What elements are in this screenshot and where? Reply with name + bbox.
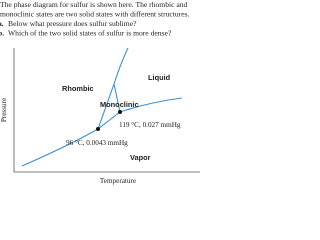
region-label: Monoclinic xyxy=(100,100,139,109)
triple-point xyxy=(96,127,100,131)
sublimation-curve xyxy=(21,128,99,167)
page: {"question": { "intro": ["The phase diag… xyxy=(0,0,200,189)
point-label: 96 °C, 0.0043 mmHg xyxy=(66,139,128,147)
point-label: 119 °C, 0.027 mmHg xyxy=(119,121,181,129)
item-label: b. xyxy=(0,29,4,38)
intro-line: The phase diagram for sulfur is shown he… xyxy=(0,0,188,9)
item-label: a. xyxy=(0,19,4,28)
monoclinic-vapor-curve xyxy=(97,111,121,130)
phase-diagram: Rhombic Liquid Monoclinic Vapor 119 °C, … xyxy=(0,47,200,185)
intro-line: monoclinic states are two solid states w… xyxy=(0,10,190,19)
y-axis-label: Pressure xyxy=(0,98,8,122)
item-text: Which of the two solid states of sulfur … xyxy=(8,29,172,38)
rhombic-liquid-curve xyxy=(113,47,129,85)
vaporization-curve xyxy=(119,97,183,113)
item-text: Below what pressure does sulfur sublime? xyxy=(8,19,137,28)
x-axis-label: Temperature xyxy=(100,177,136,185)
figure: The phase diagram for sulfur is shown he… xyxy=(0,0,200,185)
region-label: Vapor xyxy=(130,153,151,162)
region-label: Rhombic xyxy=(62,84,94,93)
region-label: Liquid xyxy=(148,73,171,82)
rhombic-monoclinic-curve xyxy=(97,83,115,130)
monoclinic-liquid-curve xyxy=(113,83,121,113)
triple-point xyxy=(118,110,122,114)
